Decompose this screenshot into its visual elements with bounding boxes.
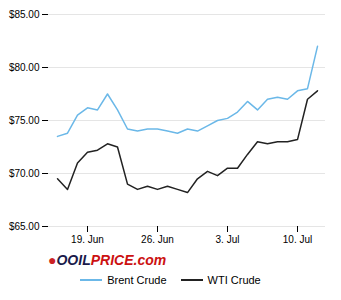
svg-text:$80.00: $80.00	[9, 62, 40, 73]
svg-text:$65.00: $65.00	[9, 221, 40, 232]
svg-text:$75.00: $75.00	[9, 115, 40, 126]
html-text:Brent Crude: Brent Crude	[107, 274, 167, 286]
html-text:WTI Crude: WTI Crude	[207, 274, 261, 286]
svg-text:10. Jul: 10. Jul	[283, 234, 312, 245]
svg-text:$70.00: $70.00	[9, 168, 40, 179]
svg-text:19. Jun: 19. Jun	[71, 234, 104, 245]
html-text:● O OIL PRICE.com: ● O OIL PRICE.com	[48, 252, 167, 268]
svg-text:26. Jun: 26. Jun	[141, 234, 174, 245]
svg-text:$85.00: $85.00	[9, 9, 40, 20]
svg-text:3. Jul: 3. Jul	[216, 234, 240, 245]
